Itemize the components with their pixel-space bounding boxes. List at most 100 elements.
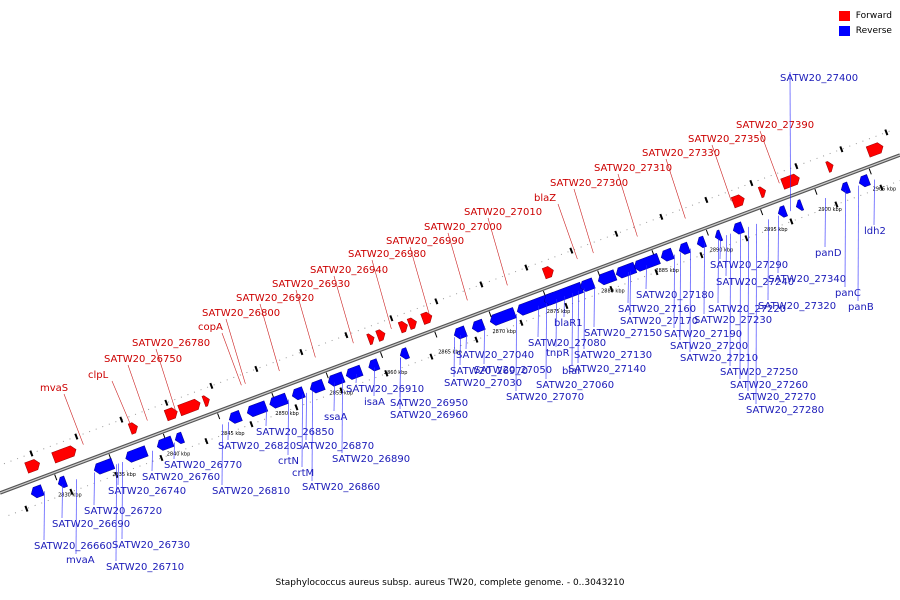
- reverse-gene-28[interactable]: [731, 221, 745, 236]
- reverse-gene-11[interactable]: [326, 371, 346, 388]
- reverse-gene-9[interactable]: [290, 386, 306, 402]
- reverse-gene-32[interactable]: [857, 174, 871, 188]
- forward-gene-5[interactable]: [201, 394, 211, 407]
- reverse-gene-29[interactable]: [776, 205, 788, 219]
- forward-gene-14[interactable]: [780, 173, 802, 190]
- track-marker: [614, 230, 619, 237]
- forward-label-leader: [409, 246, 430, 315]
- track-marker: [249, 421, 254, 428]
- forward-gene-4[interactable]: [177, 398, 202, 417]
- axis-tick-label: 2845 kbp: [221, 431, 245, 437]
- forward-gene-7[interactable]: [375, 328, 387, 342]
- reverse-gene-label: ldh2: [864, 226, 886, 237]
- reverse-gene-12[interactable]: [344, 364, 364, 381]
- reverse-gene-2[interactable]: [92, 457, 116, 475]
- forward-label-leader: [155, 348, 176, 411]
- reverse-gene-label: SATW20_26660: [34, 541, 112, 552]
- reverse-gene-label: SATW20_26710: [106, 562, 184, 573]
- forward-label-leader: [711, 144, 732, 202]
- legend-reverse-label: Reverse: [855, 25, 892, 36]
- reverse-gene-7[interactable]: [245, 400, 269, 418]
- forward-gene-9-shape: [406, 317, 417, 330]
- forward-gene-13[interactable]: [757, 185, 767, 199]
- reverse-gene-6[interactable]: [227, 410, 243, 425]
- track-marker: [69, 488, 74, 495]
- reverse-gene-3[interactable]: [124, 445, 149, 464]
- forward-gene-1[interactable]: [51, 444, 78, 464]
- reverse-gene-10[interactable]: [308, 378, 326, 394]
- reverse-gene-31[interactable]: [839, 181, 851, 195]
- forward-gene-11[interactable]: [541, 265, 555, 280]
- track-marker: [254, 365, 259, 373]
- reverse-gene-29-shape: [777, 205, 788, 218]
- forward-gene-9[interactable]: [406, 316, 418, 330]
- axis-tick-label: 2900 kbp: [818, 207, 842, 213]
- reverse-gene-4-shape: [156, 435, 175, 451]
- forward-gene-4-shape: [177, 398, 201, 417]
- legend-reverse[interactable]: Reverse: [838, 23, 892, 38]
- axis-tick-label: 2855 kbp: [330, 390, 354, 396]
- reverse-gene-1[interactable]: [56, 475, 68, 489]
- reverse-gene-23[interactable]: [632, 253, 661, 272]
- reverse-gene-2-shape: [93, 457, 116, 475]
- forward-gene-16[interactable]: [865, 141, 885, 158]
- track-marker: [299, 348, 304, 356]
- forward-gene-8[interactable]: [397, 320, 409, 334]
- forward-gene-0[interactable]: [24, 458, 42, 474]
- forward-gene-12[interactable]: [730, 193, 746, 209]
- reverse-gene-4[interactable]: [155, 435, 175, 452]
- reverse-gene-19[interactable]: [542, 281, 584, 306]
- axis-tick-label: 2875 kbp: [547, 309, 571, 315]
- track-marker: [699, 252, 704, 259]
- forward-gene-6[interactable]: [366, 332, 376, 346]
- track-marker: [204, 437, 209, 445]
- forward-gene-2[interactable]: [127, 421, 139, 435]
- reverse-gene-label: SATW20_26720: [84, 506, 162, 517]
- forward-gene-label: SATW20_26980: [348, 249, 426, 260]
- forward-label-leader: [127, 364, 148, 421]
- track-marker: [789, 218, 794, 225]
- forward-label-leader: [557, 203, 578, 260]
- track-marker: [479, 281, 484, 288]
- forward-gene-15[interactable]: [825, 160, 835, 173]
- track-marker: [159, 454, 164, 462]
- forward-gene-label: SATW20_26930: [272, 279, 350, 290]
- reverse-gene-label: SATW20_27150: [584, 328, 662, 339]
- reverse-gene-20[interactable]: [578, 277, 596, 293]
- reverse-gene-label: panB: [848, 302, 874, 313]
- reverse-gene-8[interactable]: [268, 392, 289, 410]
- reverse-gene-27[interactable]: [713, 229, 724, 242]
- forward-label-leader: [759, 130, 780, 184]
- reverse-gene-5[interactable]: [173, 431, 185, 445]
- reverse-gene-14[interactable]: [398, 347, 410, 361]
- forward-label-leader: [447, 232, 468, 301]
- reverse-gene-30[interactable]: [794, 199, 805, 212]
- reverse-gene-16[interactable]: [470, 318, 486, 334]
- reverse-gene-24[interactable]: [659, 247, 675, 263]
- forward-gene-label: SATW20_26990: [386, 236, 464, 247]
- axis-tick: [705, 229, 709, 236]
- reverse-gene-8-shape: [269, 392, 289, 409]
- forward-label-leader: [617, 173, 638, 237]
- reverse-gene-label: mvaA: [66, 555, 95, 566]
- legend-forward[interactable]: Forward: [838, 8, 892, 23]
- reverse-gene-11-shape: [327, 371, 346, 387]
- reverse-gene-label: blaI: [562, 366, 580, 377]
- forward-gene-10[interactable]: [420, 311, 434, 325]
- reverse-gene-label: panD: [815, 248, 842, 259]
- reverse-gene-15[interactable]: [452, 325, 468, 341]
- reverse-gene-21[interactable]: [596, 269, 618, 287]
- reverse-gene-6-shape: [228, 410, 243, 424]
- reverse-gene-13[interactable]: [367, 358, 381, 373]
- reverse-gene-5-shape: [174, 431, 185, 445]
- reverse-gene-0[interactable]: [29, 484, 45, 500]
- reverse-gene-22[interactable]: [614, 261, 638, 279]
- reverse-gene-label: SATW20_26730: [112, 540, 190, 551]
- reverse-gene-25[interactable]: [677, 241, 691, 256]
- forward-gene-0-shape: [24, 459, 40, 474]
- forward-label-leader: [63, 393, 84, 445]
- reverse-gene-26[interactable]: [695, 235, 707, 249]
- reverse-gene-17[interactable]: [488, 307, 517, 326]
- reverse-gene-9-shape: [291, 386, 306, 401]
- forward-gene-3[interactable]: [163, 406, 179, 422]
